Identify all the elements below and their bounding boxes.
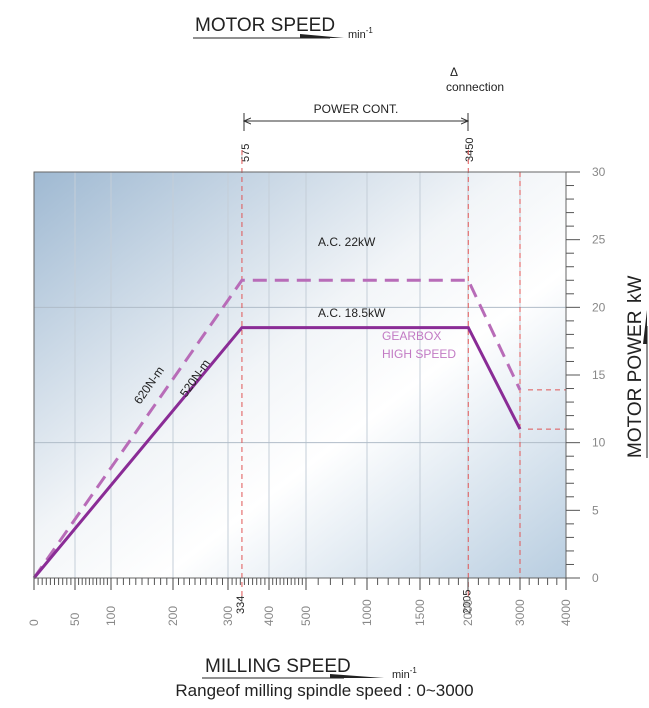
y-axis-title: MOTOR POWER kW [625,276,648,458]
x-tick-label: 500 [299,606,313,626]
reference-label: 334 [235,596,247,614]
x-tick-label: 0 [27,619,41,626]
reference-label: 2005 [461,590,473,614]
gearbox-label-line2: HIGH SPEED [382,347,456,361]
connection-label: connection [446,80,504,94]
y-tick-label: 0 [592,571,599,585]
motor-speed-label-575: 575 [240,144,252,162]
x-tick-label: 4000 [559,599,573,626]
chart-title-arrow [300,34,344,38]
x-tick-label: 3000 [513,599,527,626]
chart-title: MOTOR SPEED [195,15,335,36]
delta-symbol: Δ [450,65,458,79]
x-tick-label: 300 [221,606,235,626]
y-tick-label: 15 [592,368,606,382]
y-tick-label: 20 [592,300,606,314]
chart-title-unit: min-1 [348,26,373,41]
x-tick-label: 2000 [461,599,475,626]
y-tick-label: 25 [592,233,606,247]
x-axis: 0 50 100 200 300 400 500 1000 1500 2000 3000 4000 [27,578,573,626]
x-tick-label: 1000 [360,599,374,626]
power-const-label: POWER CONT. [314,102,399,116]
y-tick-label: 10 [592,436,606,450]
ac185-label: A.C. 18.5kW [318,306,386,320]
series-group [32,278,522,579]
gearbox-label-line1: GEARBOX [382,329,441,343]
x-axis-unit: min-1 [392,666,417,681]
y-axis: 0 5 10 15 20 25 30 [566,165,606,585]
motor-speed-label-3450: 3450 [464,138,476,162]
x-axis-title-arrow [330,674,384,678]
x-tick-label: 1500 [413,599,427,626]
series-line-dashed [32,278,522,579]
x-tick-label: 400 [262,606,276,626]
series-line-solid [32,326,522,579]
y-axis-label: MOTOR POWER [625,311,646,458]
y-axis-unit: kW [625,276,646,304]
x-tick-label: 200 [166,606,180,626]
x-axis-label: MILLING SPEED [205,656,351,677]
reference-lines: 334 2005 [235,150,566,614]
chart-subtitle: Rangeof milling spindle speed : 0~3000 [175,681,474,700]
x-tick-label: 50 [68,612,82,626]
x-tick-label: 100 [104,606,118,626]
y-tick-label: 5 [592,503,599,517]
y-axis-title-arrow [643,310,647,344]
plot-area [34,172,566,578]
y-tick-label: 30 [592,165,606,179]
ac22-label: A.C. 22kW [318,235,376,249]
